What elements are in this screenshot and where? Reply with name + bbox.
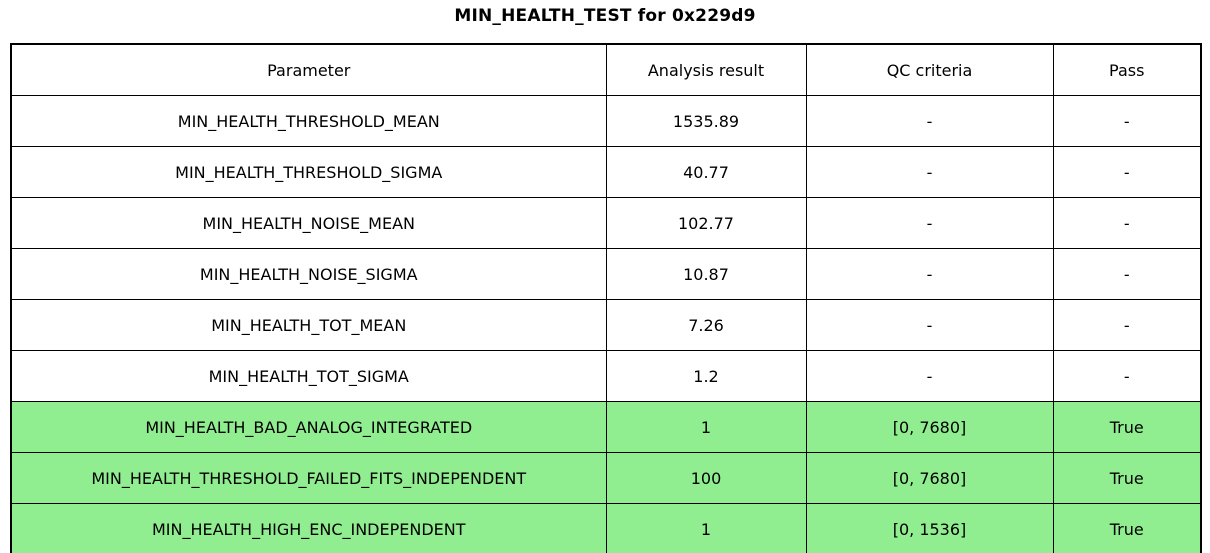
cell-pass: True xyxy=(1052,452,1202,504)
cell-parameter: MIN_HEALTH_BAD_ANALOG_INTEGRATED xyxy=(10,401,607,453)
cell-parameter: MIN_HEALTH_NOISE_SIGMA xyxy=(10,248,607,300)
cell-qc-criteria: - xyxy=(805,299,1054,351)
cell-qc-criteria: - xyxy=(805,248,1054,300)
cell-pass: - xyxy=(1052,248,1202,300)
cell-qc-criteria: - xyxy=(805,146,1054,198)
cell-analysis-result: 1 xyxy=(605,401,807,453)
table-row: MIN_HEALTH_NOISE_MEAN 102.77 - - xyxy=(10,197,1202,249)
table-row: MIN_HEALTH_TOT_SIGMA 1.2 - - xyxy=(10,350,1202,402)
cell-pass: True xyxy=(1052,401,1202,453)
cell-parameter: MIN_HEALTH_THRESHOLD_FAILED_FITS_INDEPEN… xyxy=(10,452,607,504)
cell-pass: True xyxy=(1052,503,1202,553)
cell-parameter: MIN_HEALTH_TOT_MEAN xyxy=(10,299,607,351)
cell-analysis-result: 10.87 xyxy=(605,248,807,300)
cell-pass: - xyxy=(1052,146,1202,198)
cell-qc-criteria: [0, 7680] xyxy=(805,401,1054,453)
cell-analysis-result: 102.77 xyxy=(605,197,807,249)
cell-pass: - xyxy=(1052,95,1202,147)
results-table: Parameter Analysis result QC criteria Pa… xyxy=(10,43,1202,553)
cell-pass: - xyxy=(1052,350,1202,402)
cell-parameter: MIN_HEALTH_THRESHOLD_SIGMA xyxy=(10,146,607,198)
cell-analysis-result: 1 xyxy=(605,503,807,553)
cell-qc-criteria: [0, 1536] xyxy=(805,503,1054,553)
cell-parameter: MIN_HEALTH_THRESHOLD_MEAN xyxy=(10,95,607,147)
table-row: MIN_HEALTH_TOT_MEAN 7.26 - - xyxy=(10,299,1202,351)
table-row-passed: MIN_HEALTH_BAD_ANALOG_INTEGRATED 1 [0, 7… xyxy=(10,401,1202,453)
table-row-passed: MIN_HEALTH_THRESHOLD_FAILED_FITS_INDEPEN… xyxy=(10,452,1202,504)
cell-analysis-result: 1.2 xyxy=(605,350,807,402)
column-header-qc-criteria: QC criteria xyxy=(805,43,1054,96)
cell-analysis-result: 40.77 xyxy=(605,146,807,198)
table-row-passed: MIN_HEALTH_HIGH_ENC_INDEPENDENT 1 [0, 15… xyxy=(10,503,1202,553)
cell-pass: - xyxy=(1052,299,1202,351)
cell-parameter: MIN_HEALTH_HIGH_ENC_INDEPENDENT xyxy=(10,503,607,553)
cell-qc-criteria: [0, 7680] xyxy=(805,452,1054,504)
cell-qc-criteria: - xyxy=(805,350,1054,402)
cell-qc-criteria: - xyxy=(805,197,1054,249)
cell-analysis-result: 1535.89 xyxy=(605,95,807,147)
table-row: MIN_HEALTH_THRESHOLD_MEAN 1535.89 - - xyxy=(10,95,1202,147)
column-header-analysis-result: Analysis result xyxy=(605,43,807,96)
table-row: MIN_HEALTH_NOISE_SIGMA 10.87 - - xyxy=(10,248,1202,300)
cell-analysis-result: 7.26 xyxy=(605,299,807,351)
header-row: Parameter Analysis result QC criteria Pa… xyxy=(10,43,1202,96)
cell-qc-criteria: - xyxy=(805,95,1054,147)
column-header-pass: Pass xyxy=(1052,43,1202,96)
table-row: MIN_HEALTH_THRESHOLD_SIGMA 40.77 - - xyxy=(10,146,1202,198)
cell-parameter: MIN_HEALTH_NOISE_MEAN xyxy=(10,197,607,249)
cell-pass: - xyxy=(1052,197,1202,249)
cell-analysis-result: 100 xyxy=(605,452,807,504)
column-header-parameter: Parameter xyxy=(10,43,607,96)
page-title: MIN_HEALTH_TEST for 0x229d9 xyxy=(454,6,756,26)
cell-parameter: MIN_HEALTH_TOT_SIGMA xyxy=(10,350,607,402)
